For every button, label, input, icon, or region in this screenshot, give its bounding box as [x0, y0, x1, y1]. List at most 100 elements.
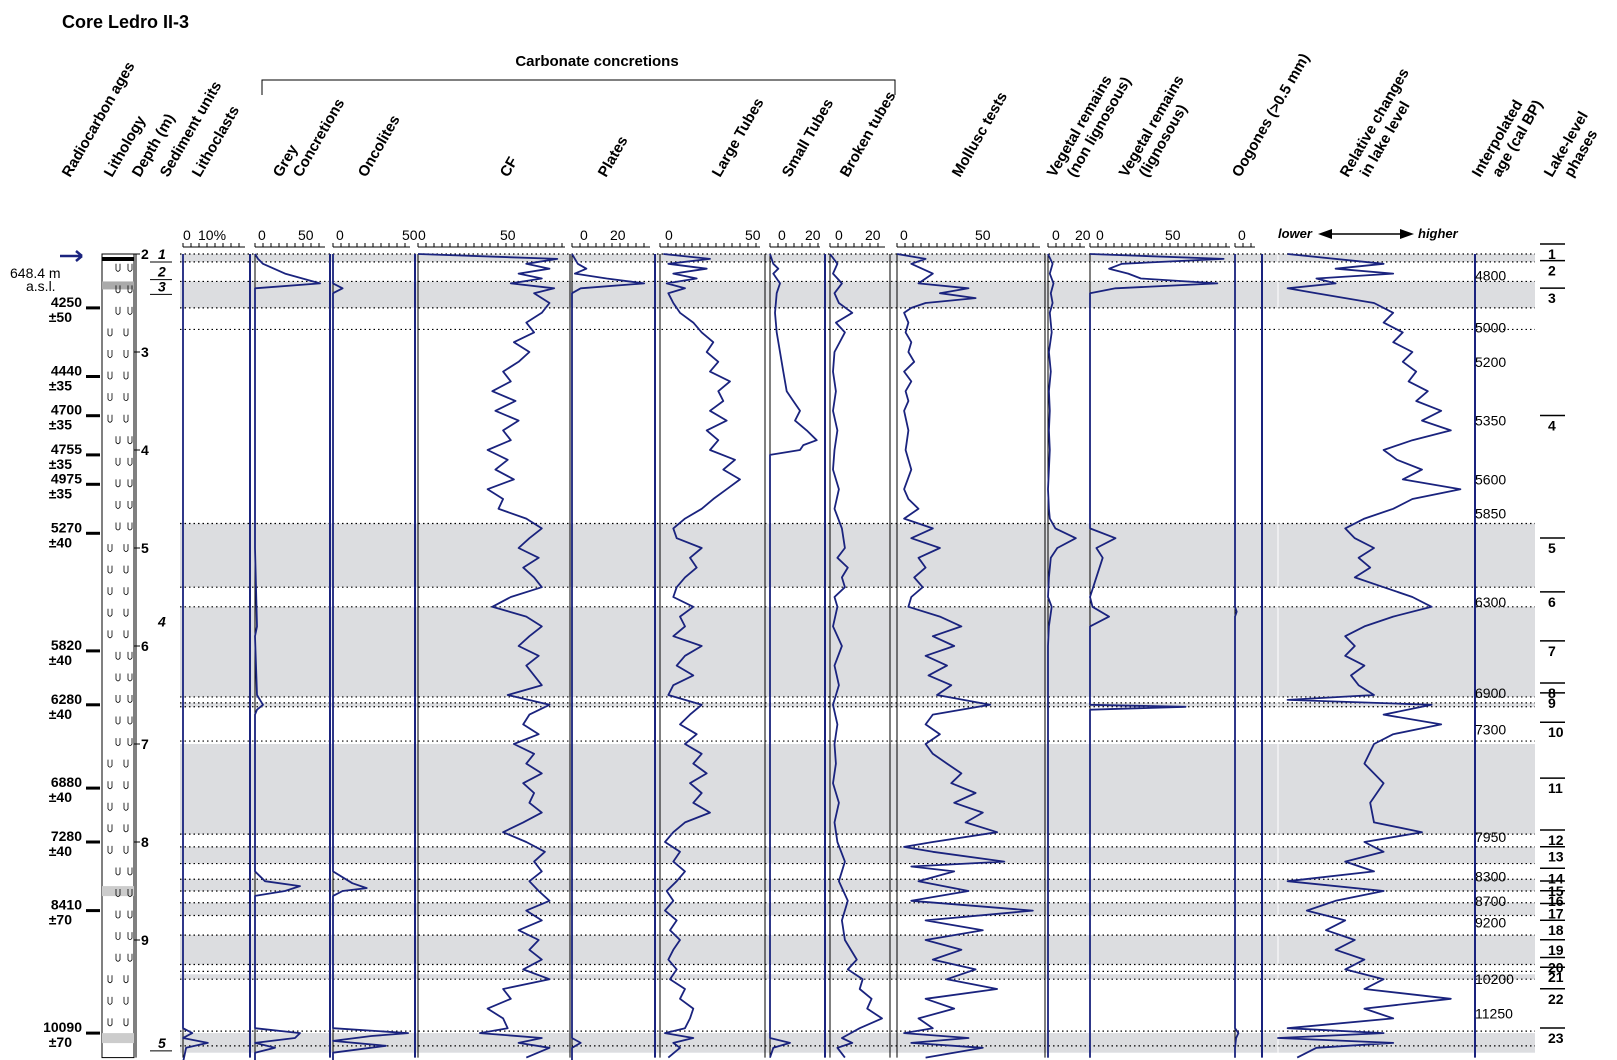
- grey-band: [180, 1033, 1535, 1053]
- scale-label: 0: [418, 227, 426, 243]
- interpolated-age-label: 5200: [1475, 354, 1506, 370]
- depth-tick-label: 4: [141, 442, 149, 458]
- data-panels: 0 10% 0 50 0 50 0 50 0 20 0 50 0 20 0 20 0 50 0 20 0 50 0: [182, 227, 1476, 1060]
- radiocarbon-error: ±40: [49, 652, 72, 668]
- lithology-shell-mark: [115, 436, 121, 445]
- lithology-shell-mark: [107, 565, 113, 574]
- header-broken-tubes: Broken tubes: [837, 88, 900, 180]
- lithology-shell-mark: [127, 263, 133, 272]
- series-line: [1234, 254, 1240, 1058]
- series-line: [1089, 253, 1225, 1058]
- lithology-shell-mark: [123, 608, 129, 617]
- lithology-shell-mark: [115, 695, 121, 703]
- scale-label: 50: [745, 227, 761, 243]
- phase-label: 18: [1548, 922, 1564, 938]
- lithology-shell-mark: [127, 500, 133, 509]
- lithology-shell-mark: [127, 695, 133, 703]
- interpolated-age-label: 8300: [1475, 868, 1506, 884]
- lithology-shell-mark: [123, 328, 129, 337]
- sediment-unit-label: 4: [157, 614, 166, 630]
- depth-axis: 2 3 4 5 6 7 8 9: [134, 246, 149, 1058]
- radiocarbon-error: ±35: [49, 485, 72, 501]
- radiocarbon-error: ±40: [49, 706, 72, 722]
- radiocarbon-age: 5270: [51, 519, 82, 535]
- phase-label: 14: [1548, 870, 1564, 886]
- lithology-shell-mark: [115, 889, 121, 897]
- scale-label: 50: [1165, 227, 1181, 243]
- lithology-shell-mark: [107, 802, 113, 811]
- lithology-shell-mark: [127, 285, 133, 294]
- radiocarbon-error: ±35: [49, 378, 72, 394]
- grey-band: [180, 744, 1535, 835]
- interpolated-age-label: 5600: [1475, 471, 1506, 487]
- lithology-shell-mark: [115, 932, 121, 941]
- grey-band: [180, 879, 1535, 891]
- interpolated-age-label: 10200: [1475, 971, 1514, 987]
- scale-label: 0: [1096, 227, 1104, 243]
- lithology-shell-mark: [123, 587, 129, 596]
- radiocarbon-error: ±40: [49, 534, 72, 550]
- depth-tick-label: 8: [141, 834, 149, 850]
- interpolated-age-label: 6900: [1475, 685, 1506, 701]
- lithology-shell-mark: [107, 996, 113, 1005]
- lithology-shell-mark: [115, 867, 121, 876]
- radiocarbon-age: 10090: [43, 1019, 82, 1035]
- lithology-shell-mark: [115, 910, 121, 919]
- header-small-tubes: Small Tubes: [779, 96, 837, 180]
- series-line: [769, 253, 818, 1058]
- dotted-lines: [180, 253, 1535, 1047]
- lithology-shell-mark: [123, 565, 129, 574]
- radiocarbon-error: ±35: [49, 456, 72, 472]
- radiocarbon-age: 4975: [51, 470, 82, 486]
- phase-label: 11: [1548, 780, 1563, 796]
- lithology-shell-mark: [115, 457, 121, 466]
- lithology-shell-mark: [115, 479, 121, 488]
- radiocarbon-error: ±35: [49, 417, 72, 433]
- series-line: [663, 253, 741, 1059]
- chart-title: Core Ledro II-3: [62, 12, 189, 32]
- phase-label: 3: [1548, 290, 1556, 306]
- grey-band: [180, 902, 1535, 916]
- lithology-shell-mark: [123, 802, 129, 811]
- lithology-shell-mark: [115, 500, 121, 509]
- header-large-tubes: Large Tubes: [709, 95, 768, 180]
- lithology-shell-mark: [107, 1018, 113, 1027]
- header-plates: Plates: [595, 133, 632, 180]
- lithology-shell-mark: [107, 845, 113, 854]
- sediment-unit-label: 2: [157, 264, 166, 280]
- depth-tick-label: 5: [141, 540, 149, 556]
- scale-label: 0: [336, 227, 344, 243]
- scale-label: 0: [835, 227, 843, 243]
- lithology-shell-mark: [107, 544, 113, 552]
- radiocarbon-error: ±40: [49, 843, 72, 859]
- radiocarbon-age: 4700: [51, 402, 82, 418]
- grey-band: [180, 281, 1535, 308]
- series-line: [254, 253, 321, 1060]
- series-line: [571, 253, 646, 1060]
- radiocarbon-ages: 4250±504440±354700±354755±354975±355270±…: [43, 294, 100, 1050]
- interpolated-age-label: 7950: [1475, 829, 1506, 845]
- lithology-shell-mark: [127, 889, 133, 897]
- lithology-shell-mark: [123, 371, 129, 380]
- header-cf: CF: [497, 154, 522, 180]
- phase-label: 17: [1548, 906, 1564, 922]
- sediment-unit-label: 6: [158, 1057, 166, 1060]
- lake-level-lower-label: lower: [1278, 226, 1313, 241]
- phase-label: 7: [1548, 643, 1556, 659]
- radiocarbon-error: ±40: [49, 789, 72, 805]
- radiocarbon-error: ±50: [49, 309, 72, 325]
- lithology-shell-mark: [123, 544, 129, 552]
- elevation-label: 648.4 m: [10, 265, 61, 281]
- radiocarbon-age: 6880: [51, 774, 82, 790]
- sediment-unit-label: 5: [158, 1035, 166, 1051]
- series-line: [417, 253, 559, 1059]
- lithology-shell-mark: [115, 738, 121, 747]
- lithology-shell-mark: [127, 306, 133, 315]
- lithology-shell-mark: [123, 996, 129, 1005]
- scale-label: 50: [298, 227, 314, 243]
- radiocarbon-age: 4755: [51, 441, 82, 457]
- phase-label: 10: [1548, 724, 1564, 740]
- header-oncolites: Oncolites: [355, 112, 404, 180]
- depth-tick-label: 6: [141, 638, 149, 654]
- lithology-shell-mark: [107, 371, 113, 380]
